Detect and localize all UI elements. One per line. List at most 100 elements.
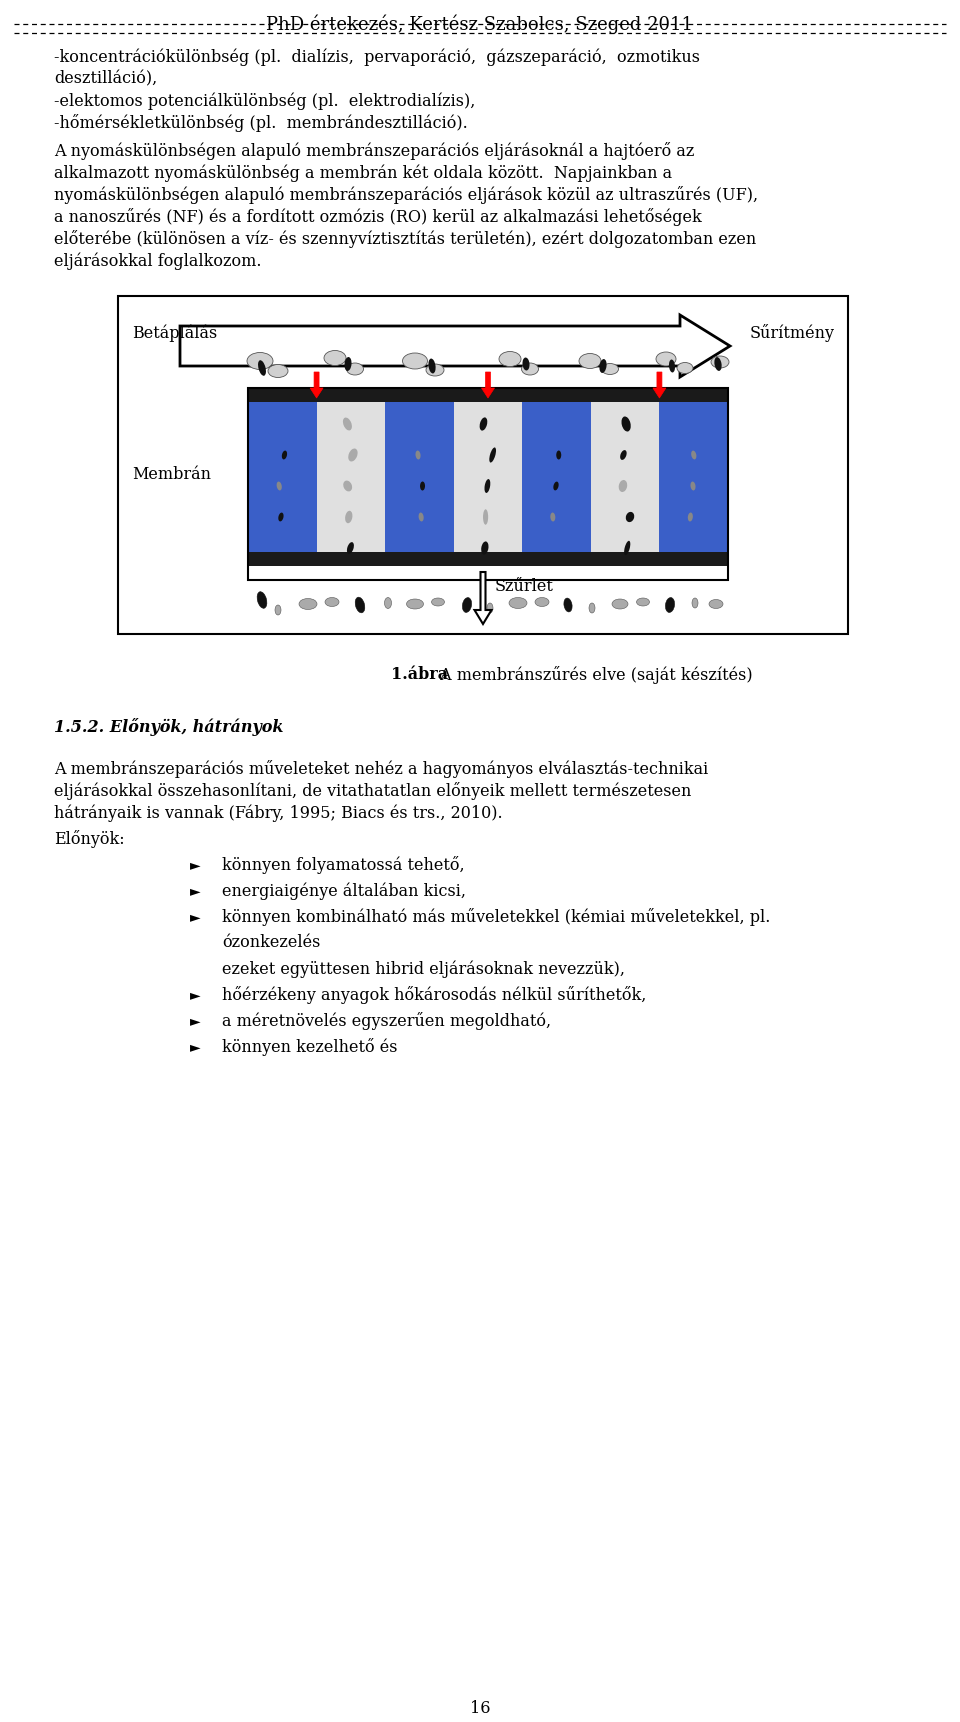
Text: nyomáskülönbségen alapuló membránszeparációs eljárások közül az ultraszűrés (UF): nyomáskülönbségen alapuló membránszepará… (54, 186, 758, 203)
Ellipse shape (665, 598, 675, 613)
Text: ►: ► (190, 909, 201, 925)
Ellipse shape (691, 451, 696, 460)
Ellipse shape (621, 417, 631, 432)
Text: ezeket együttesen hibrid eljárásoknak nevezzük),: ezeket együttesen hibrid eljárásoknak ne… (222, 959, 625, 978)
Ellipse shape (385, 598, 392, 608)
Ellipse shape (499, 351, 521, 367)
Ellipse shape (463, 598, 471, 613)
Bar (522, 401, 590, 567)
Text: a méretnövelés egyszerűen megoldható,: a méretnövelés egyszerűen megoldható, (222, 1013, 551, 1030)
Ellipse shape (247, 353, 273, 370)
Ellipse shape (556, 451, 562, 460)
Text: eljárásokkal összehasonlítani, de vitathatatlan előnyeik mellett természetesen: eljárásokkal összehasonlítani, de vitath… (54, 782, 691, 801)
Ellipse shape (535, 598, 549, 606)
Text: ►: ► (190, 858, 201, 871)
Ellipse shape (620, 449, 627, 460)
Ellipse shape (257, 592, 267, 608)
Bar (248, 387, 728, 401)
Ellipse shape (481, 541, 489, 554)
Ellipse shape (636, 598, 650, 606)
Text: Sűrítmény: Sűrítmény (750, 324, 835, 343)
Text: energiaigénye általában kicsi,: energiaigénye általában kicsi, (222, 882, 466, 899)
Ellipse shape (276, 482, 282, 491)
Ellipse shape (344, 480, 352, 491)
Ellipse shape (428, 358, 436, 374)
Ellipse shape (624, 541, 631, 554)
Ellipse shape (714, 356, 722, 370)
Text: Szűrlet: Szűrlet (495, 579, 554, 596)
Text: -elektomos potenciálkülönbség (pl.  elektrodialízis),: -elektomos potenciálkülönbség (pl. elekt… (54, 91, 475, 110)
Ellipse shape (282, 451, 287, 460)
Text: ►: ► (190, 988, 201, 1002)
Ellipse shape (420, 482, 425, 491)
Text: eljárásokkal foglalkozom.: eljárásokkal foglalkozom. (54, 251, 261, 270)
Ellipse shape (345, 511, 352, 523)
Text: hátrányaik is vannak (Fábry, 1995; Biacs és trs., 2010).: hátrányaik is vannak (Fábry, 1995; Biacs… (54, 804, 503, 821)
Ellipse shape (325, 598, 339, 606)
Bar (118, 296, 848, 634)
FancyArrow shape (653, 372, 666, 398)
Ellipse shape (599, 360, 607, 374)
Ellipse shape (490, 448, 496, 463)
Ellipse shape (258, 360, 266, 375)
Ellipse shape (426, 363, 444, 375)
Ellipse shape (419, 513, 423, 522)
Text: 1.ábra: 1.ábra (391, 666, 448, 684)
Ellipse shape (485, 479, 491, 492)
Ellipse shape (711, 356, 729, 369)
Ellipse shape (406, 599, 423, 610)
FancyArrow shape (474, 572, 492, 623)
Ellipse shape (347, 542, 354, 554)
Bar (248, 553, 728, 567)
Text: könnyen kezelhető és: könnyen kezelhető és (222, 1038, 397, 1056)
Bar (660, 401, 728, 567)
Ellipse shape (483, 510, 488, 525)
Bar (590, 401, 660, 567)
Text: -koncentrációkülönbség (pl.  dialízis,  pervaporáció,  gázszeparáció,  ozmotikus: -koncentrációkülönbség (pl. dialízis, pe… (54, 48, 700, 65)
Ellipse shape (602, 363, 618, 374)
Text: könnyen kombinálható más műveletekkel (kémiai műveletekkel, pl.: könnyen kombinálható más műveletekkel (k… (222, 907, 770, 926)
Ellipse shape (669, 360, 675, 372)
Bar (385, 401, 454, 567)
Ellipse shape (268, 365, 288, 377)
Ellipse shape (656, 351, 676, 367)
Text: Előnyök:: Előnyök: (54, 830, 125, 847)
Bar (248, 387, 728, 580)
Bar (248, 401, 317, 567)
Ellipse shape (416, 451, 420, 460)
Ellipse shape (550, 513, 555, 522)
Text: PhD értekezés, Kertész Szabolcs, Szeged 2011: PhD értekezés, Kertész Szabolcs, Szeged … (267, 15, 693, 34)
Ellipse shape (343, 417, 352, 430)
Ellipse shape (275, 604, 281, 615)
FancyArrow shape (310, 372, 324, 398)
Ellipse shape (324, 351, 346, 365)
Ellipse shape (677, 363, 693, 374)
Ellipse shape (564, 598, 572, 611)
Ellipse shape (579, 353, 601, 369)
Ellipse shape (347, 363, 364, 375)
Text: előterébe (különösen a víz- és szennyvíztisztítás területén), ezért dolgozatomba: előterébe (különösen a víz- és szennyvíz… (54, 231, 756, 248)
Ellipse shape (480, 417, 488, 430)
Bar (454, 401, 522, 567)
Text: ►: ► (190, 883, 201, 897)
Ellipse shape (690, 482, 696, 491)
Text: ►: ► (190, 1014, 201, 1028)
Text: 16: 16 (469, 1700, 491, 1717)
Ellipse shape (278, 513, 283, 522)
Ellipse shape (521, 363, 539, 375)
Ellipse shape (692, 598, 698, 608)
Text: könnyen folyamatossá tehető,: könnyen folyamatossá tehető, (222, 856, 465, 875)
Text: A membránszeparációs műveleteket nehéz a hagyományos elválasztás-technikai: A membránszeparációs műveleteket nehéz a… (54, 759, 708, 778)
Text: Betáplálás: Betáplálás (132, 324, 217, 341)
FancyArrow shape (180, 315, 730, 377)
Bar (317, 401, 385, 567)
Ellipse shape (348, 448, 358, 461)
Ellipse shape (709, 599, 723, 608)
Ellipse shape (509, 598, 527, 608)
Text: alkalmazott nyomáskülönbség a membrán két oldala között.  Napjainkban a: alkalmazott nyomáskülönbség a membrán ké… (54, 164, 672, 181)
Text: ózonkezelés: ózonkezelés (222, 933, 321, 951)
Ellipse shape (522, 358, 530, 370)
Ellipse shape (553, 482, 559, 491)
Ellipse shape (589, 603, 595, 613)
Ellipse shape (487, 603, 493, 613)
